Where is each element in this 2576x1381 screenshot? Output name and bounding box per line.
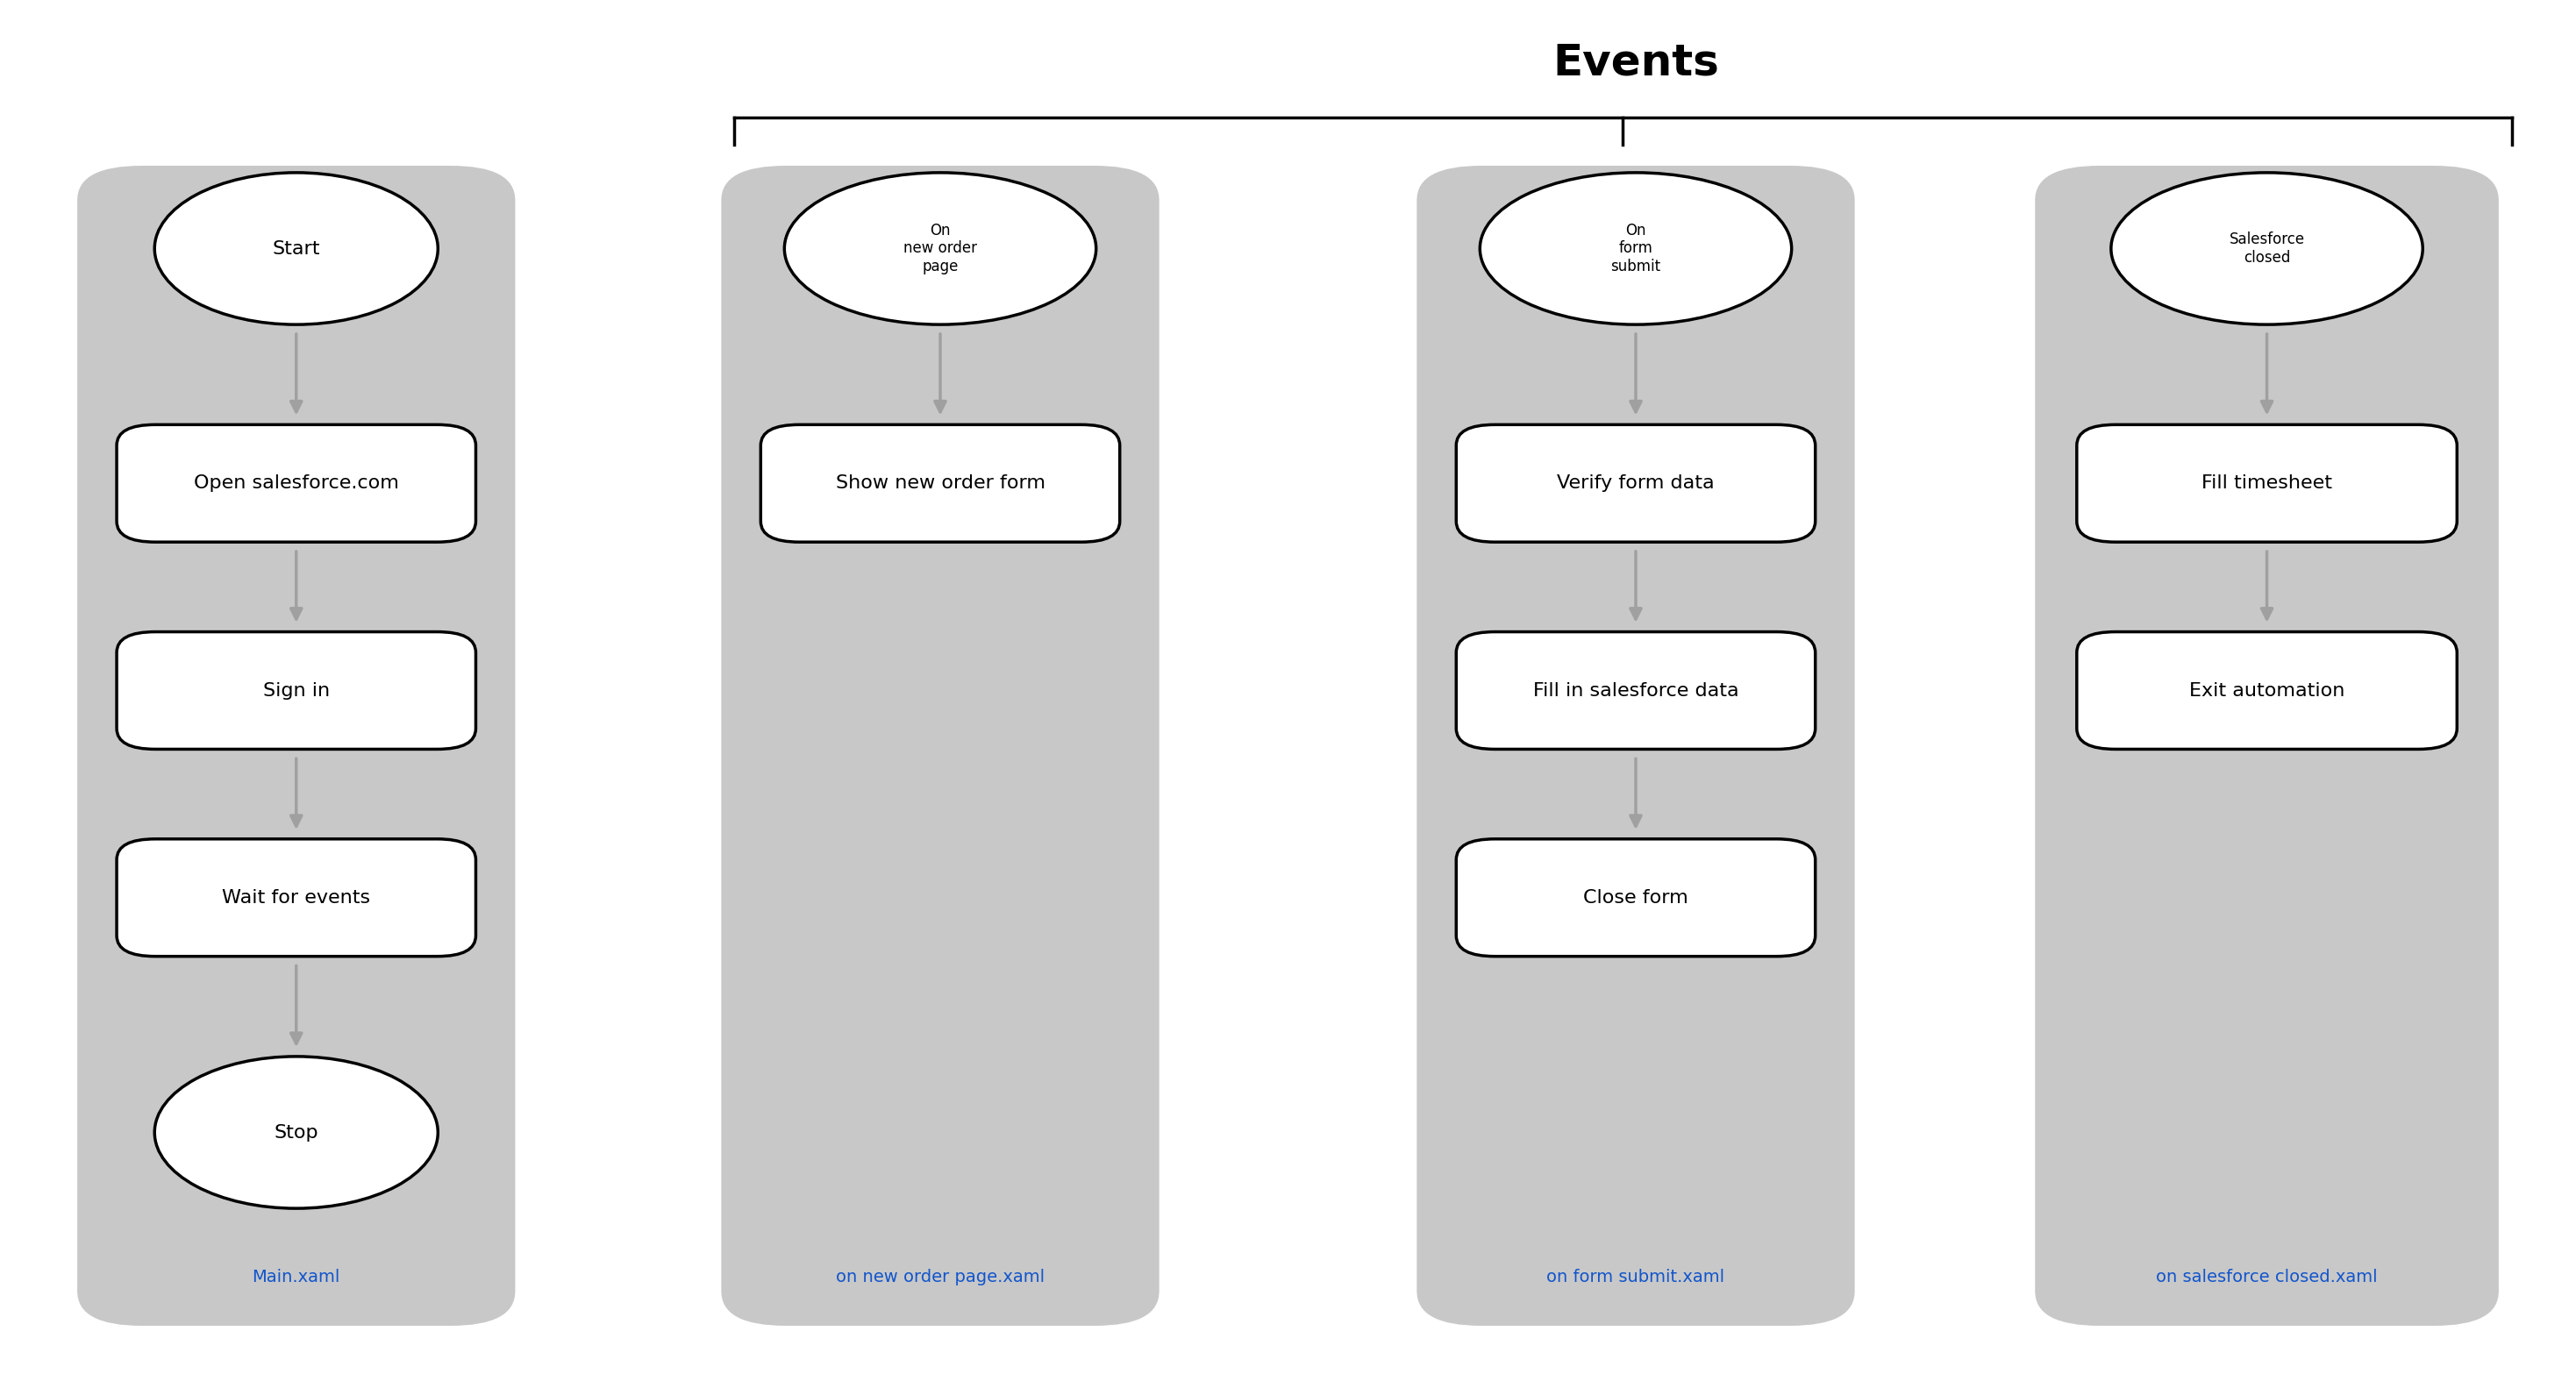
Text: Verify form data: Verify form data — [1556, 475, 1716, 492]
Text: Open salesforce.com: Open salesforce.com — [193, 475, 399, 492]
Text: on new order page.xaml: on new order page.xaml — [835, 1269, 1046, 1286]
Text: Start: Start — [273, 240, 319, 257]
Text: On
new order
page: On new order page — [904, 222, 976, 275]
Text: Main.xaml: Main.xaml — [252, 1269, 340, 1286]
Text: Fill in salesforce data: Fill in salesforce data — [1533, 682, 1739, 699]
Text: Show new order form: Show new order form — [835, 475, 1046, 492]
Ellipse shape — [1479, 173, 1793, 325]
FancyBboxPatch shape — [77, 166, 515, 1326]
Text: Fill timesheet: Fill timesheet — [2202, 475, 2331, 492]
Circle shape — [155, 173, 438, 325]
FancyBboxPatch shape — [116, 632, 477, 749]
Text: Close form: Close form — [1584, 889, 1687, 906]
Text: Sign in: Sign in — [263, 682, 330, 699]
Ellipse shape — [786, 173, 1097, 325]
Text: Exit automation: Exit automation — [2190, 682, 2344, 699]
Text: on salesforce closed.xaml: on salesforce closed.xaml — [2156, 1269, 2378, 1286]
Text: Events: Events — [1553, 41, 1718, 83]
Text: on form submit.xaml: on form submit.xaml — [1546, 1269, 1726, 1286]
FancyBboxPatch shape — [1417, 166, 1855, 1326]
Circle shape — [155, 1056, 438, 1208]
FancyBboxPatch shape — [1455, 425, 1816, 541]
Text: On
form
submit: On form submit — [1610, 222, 1662, 275]
FancyBboxPatch shape — [2076, 425, 2458, 541]
FancyBboxPatch shape — [2076, 632, 2458, 749]
FancyBboxPatch shape — [760, 425, 1121, 541]
FancyBboxPatch shape — [1455, 632, 1816, 749]
FancyBboxPatch shape — [721, 166, 1159, 1326]
FancyBboxPatch shape — [116, 838, 477, 956]
Text: Stop: Stop — [273, 1124, 319, 1141]
FancyBboxPatch shape — [1455, 838, 1816, 956]
FancyBboxPatch shape — [2035, 166, 2499, 1326]
Ellipse shape — [2110, 173, 2421, 325]
FancyBboxPatch shape — [116, 425, 477, 541]
Text: Wait for events: Wait for events — [222, 889, 371, 906]
Text: Salesforce
closed: Salesforce closed — [2228, 232, 2306, 265]
